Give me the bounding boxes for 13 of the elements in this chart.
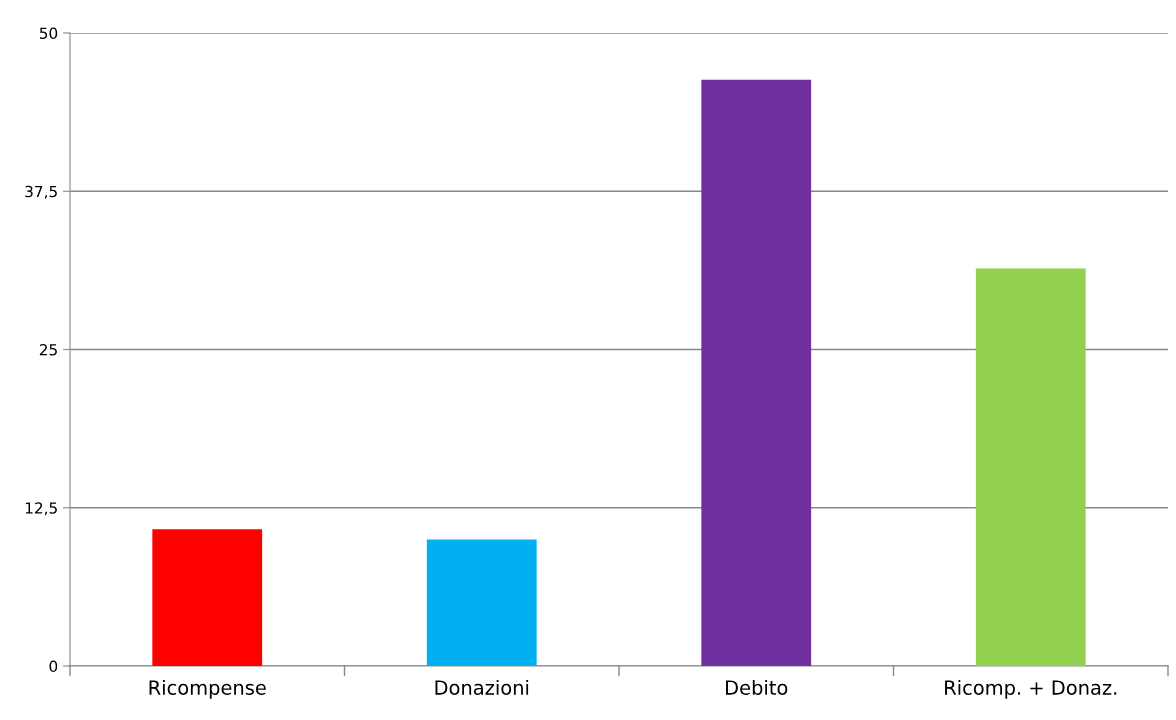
bar <box>426 539 537 666</box>
x-tick-label: Ricomp. + Donaz. <box>945 679 1117 699</box>
x-tick-label: Ricompense <box>149 679 266 699</box>
y-tick-label: 0 <box>49 660 58 673</box>
y-tick-label: 37,5 <box>25 185 57 199</box>
bar <box>701 79 812 666</box>
y-tick-label: 50 <box>39 27 58 40</box>
x-tick-label: Debito <box>726 679 788 695</box>
bar <box>975 268 1086 666</box>
bar <box>152 529 263 666</box>
y-tick-label: 12,5 <box>25 502 57 516</box>
x-tick-label: Donazioni <box>435 679 529 695</box>
y-tick-label: 25 <box>39 343 57 356</box>
